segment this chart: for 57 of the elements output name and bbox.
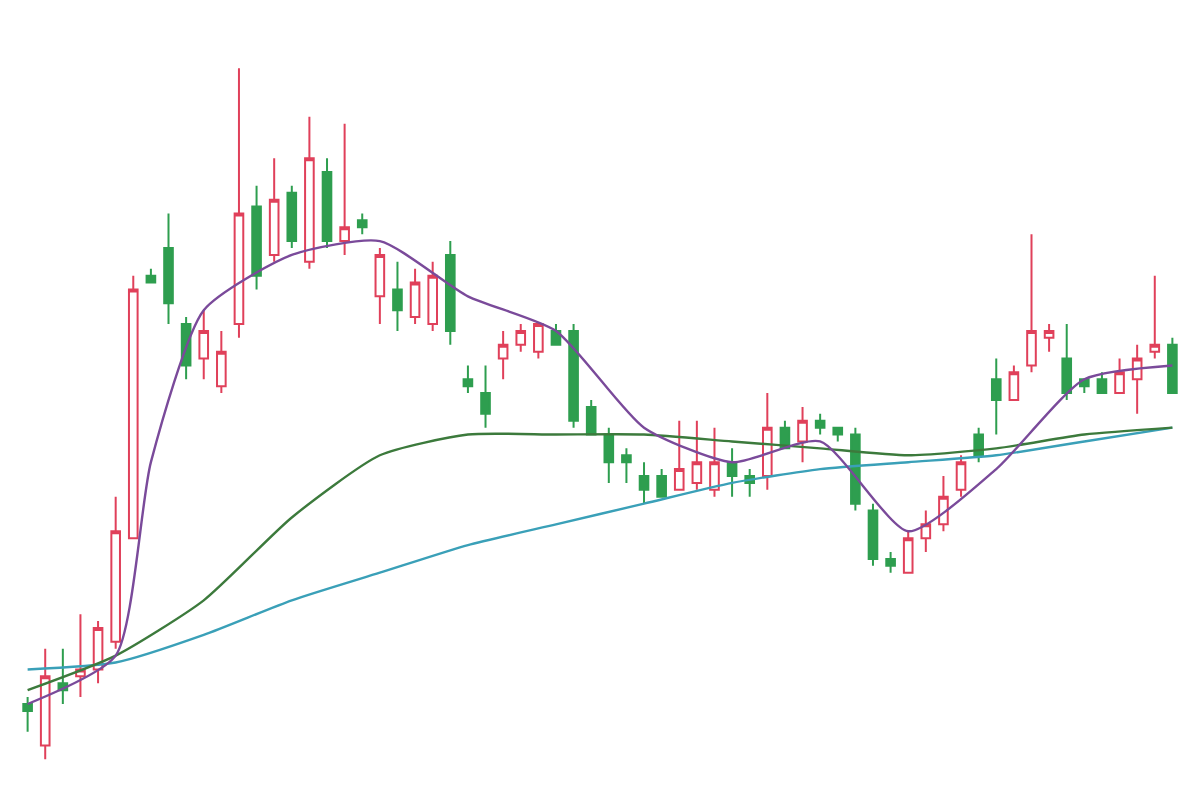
candlestick	[1043, 323, 1055, 353]
candlestick	[75, 613, 86, 699]
candlestick	[444, 240, 456, 346]
candlestick	[268, 157, 280, 263]
candlestick	[585, 399, 597, 436]
candlestick	[515, 323, 527, 353]
candlestick	[39, 647, 51, 761]
candlestick	[533, 323, 544, 360]
candlestick	[480, 364, 491, 429]
candlestick	[374, 247, 386, 325]
candlestick	[216, 329, 227, 395]
candlestick	[1061, 323, 1073, 401]
candlestick	[110, 495, 121, 650]
candlestick	[1008, 364, 1020, 401]
candlestick	[726, 447, 738, 498]
candlestick	[198, 309, 210, 381]
candlestick	[762, 392, 773, 491]
candlestick	[797, 405, 808, 464]
candlestick	[1114, 357, 1125, 395]
candlestick	[427, 260, 438, 332]
candlestick	[145, 267, 157, 284]
candlestick	[709, 426, 720, 498]
candlestick	[409, 267, 421, 325]
candlestick	[1131, 343, 1143, 415]
candlestick	[885, 551, 896, 574]
candlestick	[462, 364, 474, 395]
candlestick	[990, 357, 1002, 436]
candlestick	[832, 426, 844, 443]
candlestick	[814, 412, 826, 436]
candlestick	[1167, 336, 1178, 395]
candlestick	[673, 419, 685, 491]
candlestick	[603, 426, 615, 484]
candlestick	[920, 509, 932, 553]
candlestick	[497, 329, 509, 381]
candlestick	[638, 461, 650, 505]
candlestick	[1149, 274, 1161, 360]
candlestick	[356, 212, 368, 236]
candlestick	[902, 530, 914, 574]
candlestick	[656, 468, 667, 498]
candlestick	[163, 212, 174, 325]
candlestick	[938, 475, 949, 533]
candlestick	[339, 122, 350, 256]
candlestick	[955, 454, 967, 498]
candlestick	[251, 184, 262, 291]
candlestick	[691, 419, 703, 491]
candlestick	[621, 447, 632, 484]
candlestick	[22, 696, 33, 733]
candlestick	[321, 157, 333, 249]
candlestick	[1026, 233, 1037, 374]
candlestick	[127, 274, 139, 540]
candlestick	[233, 67, 245, 339]
candlestick	[1096, 371, 1108, 395]
candlestick	[286, 184, 298, 249]
candlestick	[568, 323, 579, 429]
candlestick	[867, 502, 879, 567]
candlestick	[304, 115, 315, 270]
candlestick	[392, 260, 403, 332]
